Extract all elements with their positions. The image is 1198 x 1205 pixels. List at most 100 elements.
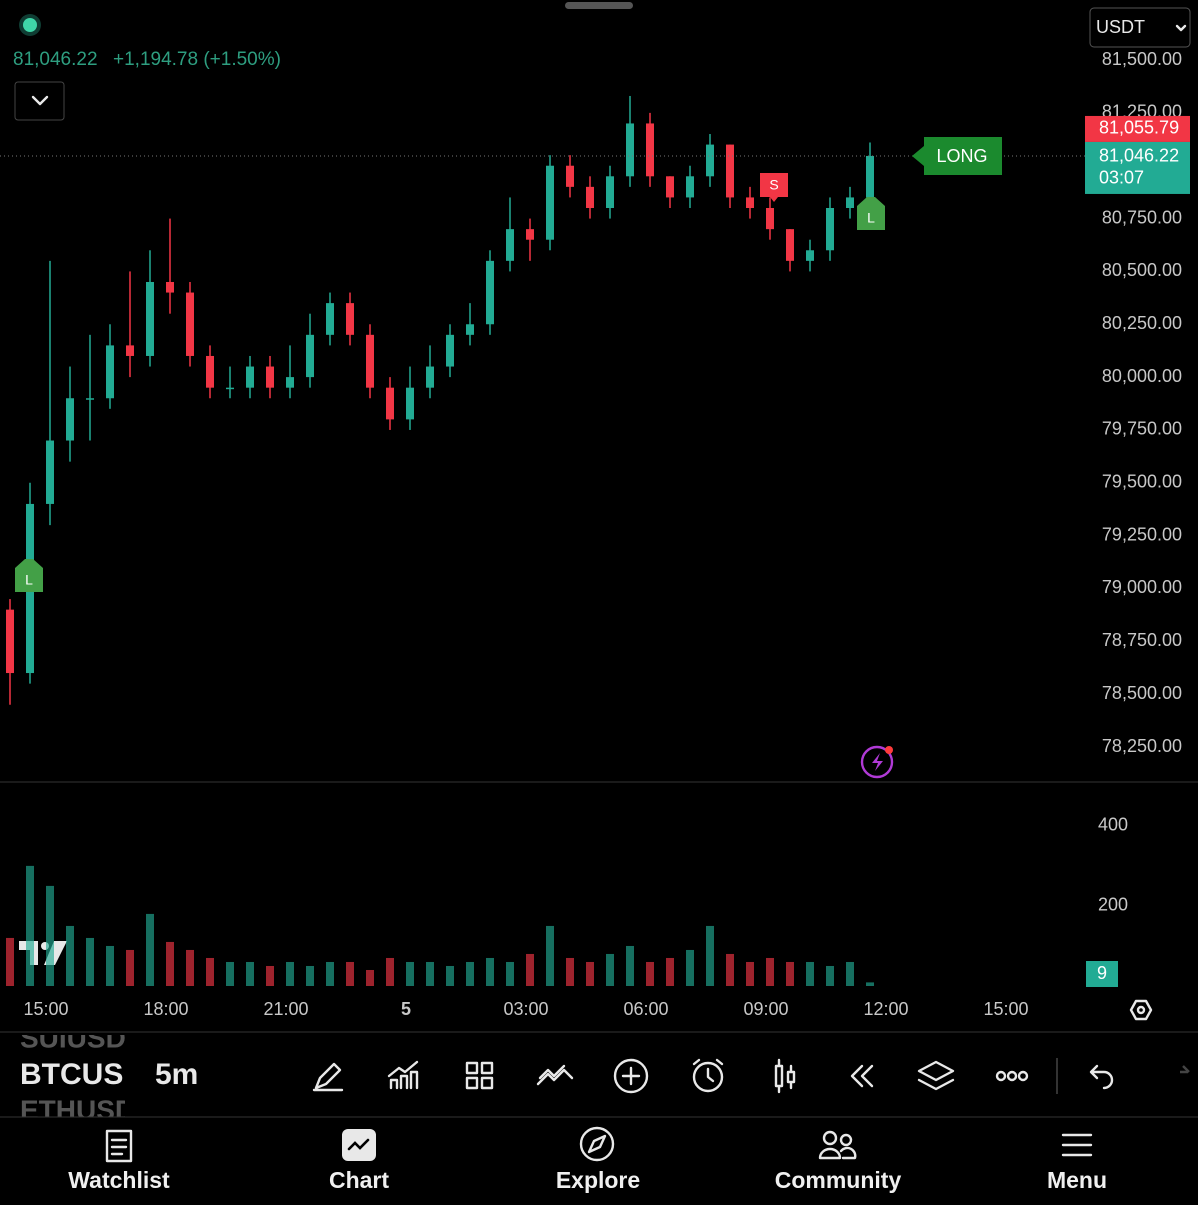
indicator-icon[interactable] (387, 1060, 419, 1090)
candle-body (686, 176, 694, 198)
nav-icons (105, 1126, 1093, 1163)
volume-bar (426, 961, 434, 986)
signal-shape (15, 559, 43, 592)
volume-bar (546, 925, 554, 986)
candle-body (66, 398, 74, 441)
candle-body (806, 250, 814, 261)
x-tick-label: 03:00 (503, 999, 548, 1019)
notify-dot (885, 746, 893, 754)
x-tick-label: 12:00 (863, 999, 908, 1019)
signal-shape (760, 173, 788, 202)
draw-icon[interactable] (312, 1062, 344, 1092)
volume-bar (526, 953, 534, 986)
price: 81,046.22 (13, 49, 98, 70)
x-tick-label: 15:00 (983, 999, 1028, 1019)
candle-body (146, 281, 154, 356)
candle-body (626, 123, 634, 177)
candle-body (266, 366, 274, 388)
candle-body (666, 176, 674, 198)
symbol-prev[interactable]: SUIUSD (20, 1022, 126, 1053)
volume-bar (806, 961, 814, 986)
volume-bar (826, 965, 834, 986)
volume-bar (146, 913, 154, 986)
volume-bar (26, 865, 34, 986)
redo-icon[interactable] (1180, 1065, 1190, 1074)
volume-bar (246, 961, 254, 986)
y-tick-label: 79,250.00 (1102, 524, 1182, 544)
candle-body (46, 440, 54, 504)
price-tag: 81,046.22 (1099, 146, 1179, 166)
volume-bar (766, 957, 774, 986)
symbol[interactable]: BTCUSD (20, 1058, 145, 1091)
y-tick-label: 81,500.00 (1102, 49, 1182, 69)
candle-body (86, 398, 94, 400)
volume-tick-label: 400 (1098, 815, 1128, 835)
candle-icon[interactable] (774, 1058, 796, 1094)
volume-bar (406, 961, 414, 986)
candle-body (546, 165, 554, 240)
long-badge (912, 137, 1002, 175)
candle-body (306, 334, 314, 378)
price-change: +1,194.78 (+1.50%) (113, 49, 281, 70)
nav-label[interactable]: Chart (329, 1167, 389, 1193)
candle-body (366, 334, 374, 388)
candle-body (426, 366, 434, 388)
volume-bar (746, 961, 754, 986)
y-tick-label: 79,750.00 (1102, 419, 1182, 439)
price-tag-bg (1085, 141, 1190, 194)
candle-body (446, 334, 454, 367)
volume-bar (386, 957, 394, 986)
volume-bar (326, 961, 334, 986)
interval[interactable]: 5m (155, 1058, 198, 1091)
candle-body (326, 303, 334, 335)
y-tick-label: 80,500.00 (1102, 260, 1182, 280)
candle-body (706, 144, 714, 177)
compare-icon[interactable] (536, 1064, 574, 1086)
y-tick-label: 79,500.00 (1102, 472, 1182, 492)
collapse-button[interactable] (14, 81, 65, 121)
volume-bar (586, 961, 594, 986)
volume-bar (66, 925, 74, 986)
signal-marker: S (760, 173, 788, 202)
candle-body (726, 144, 734, 198)
add-icon[interactable] (613, 1058, 649, 1094)
currency-select[interactable] (1089, 7, 1191, 48)
flash-icon (860, 745, 894, 779)
x-tick-label: 5 (401, 999, 411, 1019)
nav-label[interactable]: Menu (1047, 1167, 1107, 1193)
y-tick-label: 78,250.00 (1102, 736, 1182, 756)
volume-bar (606, 953, 614, 986)
volume-bar (846, 961, 854, 986)
settings-icon[interactable] (1129, 999, 1153, 1021)
candle-body (646, 123, 654, 177)
volume-bar (506, 961, 514, 986)
signal-marker: L (15, 559, 43, 592)
nav-label[interactable]: Watchlist (68, 1167, 170, 1193)
volume-bar (466, 961, 474, 986)
more-icon[interactable] (1006, 1070, 1018, 1082)
candle-body (246, 366, 254, 388)
undo-icon[interactable] (1089, 1064, 1114, 1090)
price-tag-bg (1085, 115, 1190, 142)
candle-body (486, 260, 494, 325)
layers-icon[interactable] (917, 1060, 955, 1091)
drag-handle[interactable] (565, 2, 633, 9)
price-tag: 81,055.79 (1099, 118, 1179, 138)
volume-bar (366, 969, 374, 986)
candle-body (766, 208, 774, 230)
x-tick-label: 18:00 (143, 999, 188, 1019)
volume-bar (286, 961, 294, 986)
volume-bar (706, 925, 714, 986)
candle-body (6, 609, 14, 674)
y-tick-label: 79,000.00 (1102, 577, 1182, 597)
nav-label[interactable]: Community (775, 1167, 902, 1193)
signal-shape (857, 197, 885, 230)
nav-label[interactable]: Explore (556, 1167, 640, 1193)
replay-icon[interactable] (850, 1064, 874, 1088)
alert-icon[interactable] (692, 1061, 724, 1093)
symbol-next[interactable]: ETHUSD (20, 1094, 135, 1125)
layout-icon[interactable] (465, 1061, 494, 1090)
countdown: 03:07 (1099, 168, 1144, 188)
volume-bar (166, 941, 174, 986)
